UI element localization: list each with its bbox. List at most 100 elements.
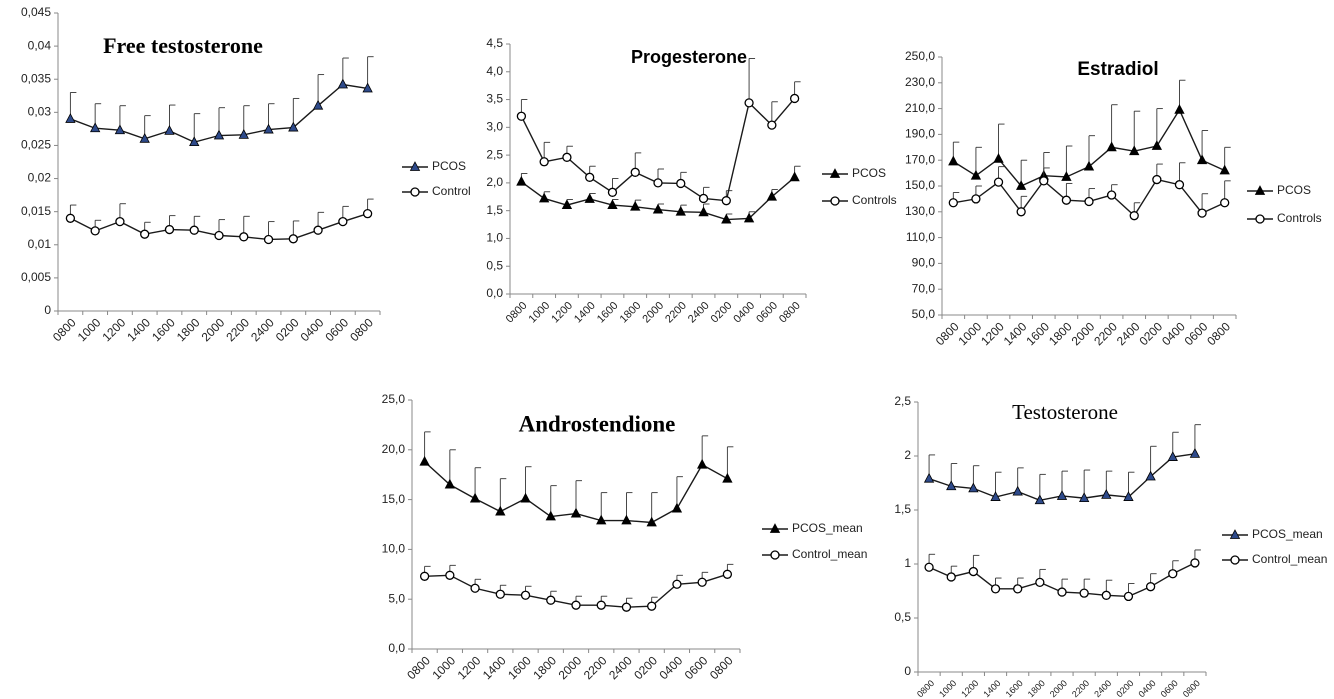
data-point — [1078, 492, 1090, 503]
data-point — [697, 577, 707, 587]
y-tick-label: 0,03 — [28, 105, 52, 119]
data-point — [970, 169, 982, 180]
x-tick-label: 0400 — [731, 300, 757, 326]
x-tick-label: 1800 — [174, 315, 203, 344]
x-tick-label: 0400 — [298, 315, 327, 344]
data-point — [238, 128, 249, 139]
legend-label: Control_mean — [792, 547, 867, 561]
y-tick-label: 150,0 — [905, 178, 935, 192]
x-tick-label: 2200 — [223, 315, 252, 344]
chart: Androstendione 0,0 5,0 10,0 15,0 20,0 25,0 0800… — [382, 392, 868, 682]
data-point — [671, 502, 683, 513]
x-tick-label: 1800 — [530, 653, 559, 682]
x-tick-label: 0800 — [915, 678, 936, 699]
data-point — [114, 124, 126, 135]
chart-title: Androstendione — [519, 411, 676, 436]
data-point — [630, 167, 640, 177]
legend-label: PCOS — [1277, 183, 1311, 197]
y-tick-label: 1,0 — [486, 231, 503, 245]
x-tick-label: 1600 — [149, 315, 178, 344]
data-point — [90, 226, 100, 236]
data-point — [570, 507, 582, 518]
data-point — [1123, 491, 1134, 501]
data-point — [288, 234, 298, 244]
y-tick-label: 130,0 — [905, 204, 935, 218]
x-tick-label: 0800 — [777, 300, 803, 326]
data-point — [1015, 180, 1027, 190]
data-point — [1129, 211, 1139, 221]
data-point — [596, 514, 607, 525]
x-tick-label: 0800 — [707, 653, 736, 682]
x-tick-label: 1000 — [527, 300, 553, 326]
data-point — [1084, 196, 1094, 207]
data-point — [1101, 590, 1111, 600]
data-point — [607, 199, 618, 210]
data-point — [653, 178, 663, 188]
data-point — [213, 129, 225, 140]
data-point — [470, 583, 480, 593]
data-point — [630, 200, 641, 211]
data-point — [1106, 141, 1117, 152]
data-point — [948, 198, 958, 208]
y-tick-label: 4,5 — [486, 36, 503, 50]
y-tick-label: 0 — [44, 303, 51, 317]
y-tick-label: 50,0 — [912, 307, 936, 321]
x-tick-label: 0600 — [1182, 319, 1211, 348]
data-point — [584, 193, 595, 203]
x-tick-label: 0400 — [1136, 678, 1157, 699]
x-tick-label: 1600 — [595, 300, 621, 326]
data-point — [1034, 494, 1046, 505]
x-tick-label: 2400 — [1114, 319, 1143, 348]
data-point — [722, 569, 733, 579]
data-point — [721, 196, 731, 206]
chart-title: Testosterone — [1012, 400, 1118, 424]
data-point — [538, 192, 550, 203]
x-tick-label: 2400 — [1092, 678, 1113, 699]
x-tick-label: 1400 — [124, 315, 153, 344]
x-tick-label: 2200 — [581, 653, 610, 682]
data-point — [263, 123, 274, 134]
data-point — [189, 225, 199, 235]
data-point — [1039, 176, 1049, 186]
x-tick-label: 0200 — [1136, 319, 1165, 348]
data-point — [539, 157, 549, 167]
y-tick-label: 90,0 — [912, 256, 936, 270]
x-tick-label: 1600 — [1004, 678, 1025, 699]
data-point — [1083, 160, 1095, 171]
data-point — [516, 175, 527, 186]
y-tick-label: 0,0 — [486, 286, 503, 300]
data-point — [1167, 451, 1178, 461]
y-tick-label: 110,0 — [906, 230, 935, 244]
x-tick-label: 1600 — [505, 653, 534, 682]
data-point — [239, 232, 249, 242]
y-tick-label: 0 — [904, 664, 911, 678]
data-point — [1061, 171, 1072, 181]
x-tick-label: 0800 — [347, 315, 376, 344]
x-tick-label: 0800 — [504, 300, 530, 326]
data-point — [164, 125, 175, 135]
x-tick-label: 0600 — [1159, 678, 1180, 699]
data-point — [722, 472, 733, 483]
legend-marker — [1255, 214, 1265, 224]
x-tick-label: 1400 — [981, 678, 1002, 699]
data-point — [520, 590, 531, 600]
x-tick-label: 1200 — [100, 315, 129, 344]
chart: Free testosterone 0 0,005 0,01 0,015 0,02 0,02… — [21, 5, 471, 344]
data-point — [1129, 145, 1140, 156]
data-point — [946, 480, 957, 491]
data-point — [288, 121, 299, 132]
data-point — [1106, 190, 1117, 200]
data-point — [1196, 154, 1208, 165]
data-point — [140, 229, 150, 239]
y-tick-label: 0,0 — [388, 641, 405, 655]
y-tick-label: 1,5 — [894, 502, 911, 516]
legend-label: PCOS — [852, 166, 886, 180]
y-tick-label: 0,005 — [21, 270, 51, 284]
y-tick-label: 0,035 — [21, 71, 51, 85]
data-point — [1123, 591, 1134, 602]
x-tick-label: 2200 — [1091, 319, 1120, 348]
data-point — [338, 216, 348, 227]
data-point — [993, 177, 1004, 187]
